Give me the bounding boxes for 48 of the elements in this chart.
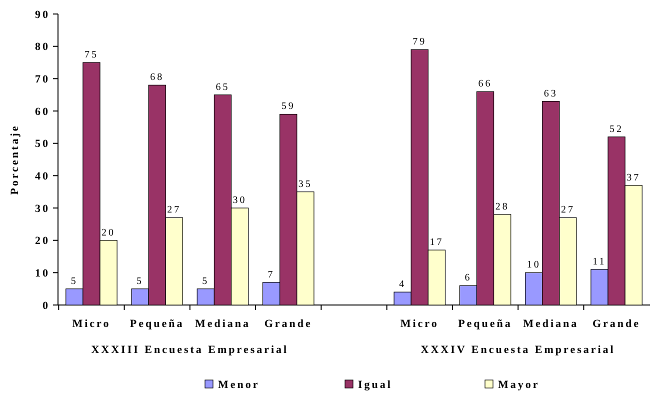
- x-tick-label: Micro: [400, 318, 439, 330]
- text: XXXIII Encuesta Empresarial: [91, 344, 289, 356]
- data-label: 4: [399, 279, 406, 290]
- y-tick-label: 50: [35, 138, 50, 150]
- data-label: 28: [495, 201, 510, 212]
- y-tick-label: 20: [35, 235, 50, 248]
- data-label: 59: [281, 101, 296, 112]
- x-tick-label: Pequeña: [458, 318, 512, 330]
- data-label: 5: [70, 276, 78, 287]
- x-tick-label: Micro: [72, 318, 111, 330]
- data-label: 35: [298, 178, 312, 190]
- legend-label: Menor: [218, 379, 260, 391]
- data-label: 17: [430, 237, 444, 248]
- x-tick-label: Pequeña: [130, 318, 184, 330]
- data-label: 5: [202, 276, 210, 287]
- data-label: 75: [84, 50, 98, 60]
- data-label: 11: [592, 256, 606, 268]
- y-tick-label: 60: [35, 106, 50, 118]
- y-tick-label: 30: [35, 202, 50, 215]
- text: XXXIV Encuesta Empresarial: [420, 344, 616, 356]
- x-tick-label: Grande: [592, 318, 641, 330]
- data-label: 65: [216, 82, 230, 93]
- y-tick-label: 40: [35, 170, 50, 183]
- y-tick-label: 10: [35, 268, 50, 280]
- data-label: 20: [102, 227, 116, 238]
- legend-label: Mayor: [498, 379, 540, 391]
- data-label: 6: [464, 272, 472, 284]
- legend-label: Igual: [358, 379, 392, 391]
- data-label: 10: [526, 260, 541, 271]
- data-label: 7: [268, 269, 275, 280]
- data-label: 79: [412, 36, 427, 48]
- x-tick-label: Mediana: [194, 318, 251, 330]
- data-label: 27: [167, 204, 182, 216]
- y-tick-label: 90: [35, 8, 50, 21]
- data-label: 68: [150, 72, 164, 84]
- data-label: 63: [544, 88, 558, 100]
- x-tick-label: Mediana: [523, 318, 579, 330]
- y-tick-label: 70: [35, 74, 50, 86]
- data-label: 37: [626, 172, 641, 184]
- data-label: 66: [478, 78, 492, 90]
- y-axis-title: Porcentaje: [9, 124, 21, 195]
- data-label: 27: [560, 204, 575, 216]
- data-label: 5: [136, 276, 144, 287]
- x-tick-label: Grande: [264, 318, 312, 330]
- y-tick-label: 80: [35, 41, 50, 54]
- data-label: 30: [232, 195, 247, 206]
- data-label: 52: [610, 124, 624, 135]
- y-tick-label: 0: [42, 300, 50, 312]
